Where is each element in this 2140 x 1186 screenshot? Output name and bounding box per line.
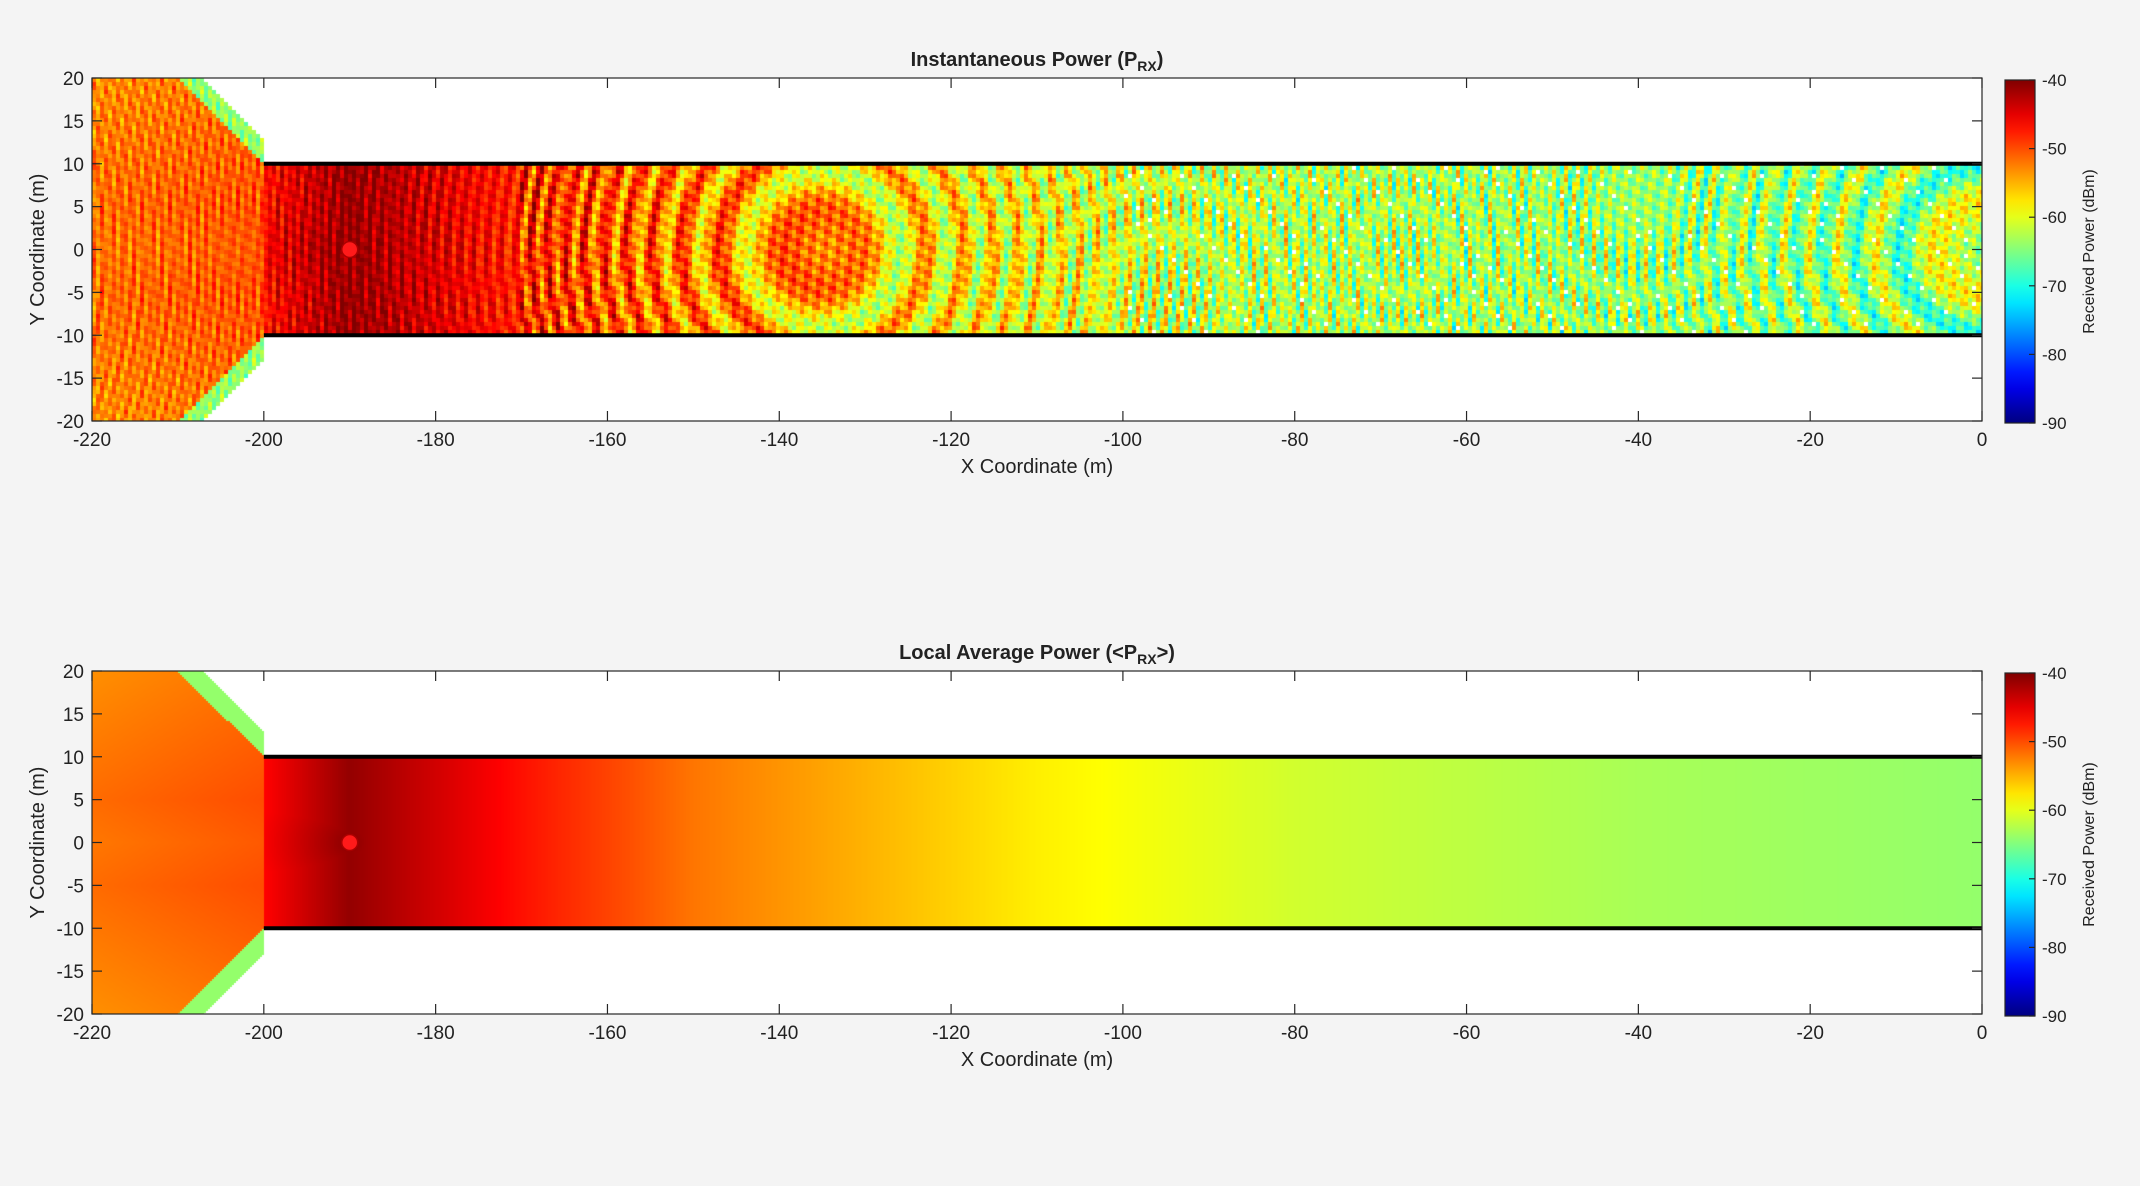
chart-title-main: Local Average Power (<P <box>899 642 1137 664</box>
x-tick-label: -20 <box>1796 1023 1823 1044</box>
colorbar-tick-label: -40 <box>2042 664 2067 683</box>
instantaneous-power-chart: -220 -200 -180 -160 -140 -120 -100 -80 -60 -40 -20… <box>27 49 2098 478</box>
y-tick-label: 15 <box>63 112 84 133</box>
y-tick-label: 5 <box>73 198 84 219</box>
x-tick-label: -20 <box>1796 430 1823 451</box>
colorbar-tick-label: -40 <box>2042 71 2067 90</box>
colorbar-tick-label: -80 <box>2042 345 2067 364</box>
x-axis-label: X Coordinate (m) <box>961 456 1113 478</box>
colorbar-label: Received Power (dBm) <box>2081 762 2098 927</box>
y-tick-label: 5 <box>73 791 84 812</box>
colorbar-label: Received Power (dBm) <box>2081 169 2098 334</box>
x-tick-label: -180 <box>417 1023 455 1044</box>
y-tick-label: 10 <box>63 155 84 176</box>
chart-title-subscript: RX <box>1137 58 1157 74</box>
local-average-power-chart: -220 -200 -180 -160 -140 -120 -100 -80 -60 -40 -20… <box>27 642 2098 1071</box>
y-tick-label: -5 <box>67 283 84 304</box>
y-tick-label: 20 <box>63 69 84 90</box>
chart-title: Instantaneous Power (PRX) <box>911 49 1164 74</box>
colorbar-tick-label: -60 <box>2042 801 2067 820</box>
x-tick-label: 0 <box>1977 430 1988 451</box>
x-tick-label: -220 <box>73 430 111 451</box>
chart-title-suffix: ) <box>1157 49 1164 71</box>
chart-title-main: Instantaneous Power (P <box>911 49 1138 71</box>
y-tick-label: -15 <box>57 369 84 390</box>
x-tick-label: 0 <box>1977 1023 1988 1044</box>
colorbar <box>2004 672 2036 1017</box>
x-tick-label: -180 <box>417 430 455 451</box>
power-heatmap <box>92 78 1982 421</box>
x-tick-label: -140 <box>760 430 798 451</box>
x-tick-label: -160 <box>588 430 626 451</box>
y-tick-label: 15 <box>63 705 84 726</box>
y-axis-label: Y Coordinate (m) <box>27 174 49 326</box>
y-tick-label: 10 <box>63 748 84 769</box>
chart-title-suffix: >) <box>1157 642 1175 664</box>
x-tick-label: -160 <box>588 1023 626 1044</box>
chart-title-subscript: RX <box>1137 651 1157 667</box>
transmitter-marker <box>340 833 359 852</box>
colorbar-tick-label: -50 <box>2042 140 2067 159</box>
y-tick-label: -10 <box>57 326 84 347</box>
colorbar-tick-label: -80 <box>2042 938 2067 957</box>
x-tick-label: -140 <box>760 1023 798 1044</box>
power-heatmap <box>92 671 1982 1014</box>
x-axis-label: X Coordinate (m) <box>961 1049 1113 1071</box>
y-tick-label: 20 <box>63 662 84 683</box>
x-tick-label: -100 <box>1104 430 1142 451</box>
y-tick-label: -20 <box>57 1005 84 1026</box>
y-tick-label: -20 <box>57 412 84 433</box>
y-tick-label: -5 <box>67 876 84 897</box>
y-tick-label: -10 <box>57 919 84 940</box>
x-tick-label: -220 <box>73 1023 111 1044</box>
y-axis-label: Y Coordinate (m) <box>27 767 49 919</box>
y-tick-label: 0 <box>73 241 84 262</box>
x-tick-label: -120 <box>932 1023 970 1044</box>
colorbar-tick-label: -70 <box>2042 277 2067 296</box>
x-tick-label: -40 <box>1625 430 1652 451</box>
x-tick-label: -120 <box>932 430 970 451</box>
y-tick-label: 0 <box>73 834 84 855</box>
x-tick-label: -60 <box>1453 1023 1480 1044</box>
x-tick-label: -200 <box>245 430 283 451</box>
x-tick-label: -80 <box>1281 1023 1308 1044</box>
colorbar-tick-label: -90 <box>2042 1007 2067 1026</box>
x-tick-label: -60 <box>1453 430 1480 451</box>
x-tick-label: -40 <box>1625 1023 1652 1044</box>
colorbar-tick-label: -70 <box>2042 870 2067 889</box>
colorbar <box>2004 79 2036 424</box>
colorbar-tick-label: -90 <box>2042 414 2067 433</box>
transmitter-marker <box>340 240 359 259</box>
y-tick-label: -15 <box>57 962 84 983</box>
colorbar-tick-label: -60 <box>2042 208 2067 227</box>
colorbar-tick-label: -50 <box>2042 733 2067 752</box>
chart-title: Local Average Power (<PRX>) <box>899 642 1175 667</box>
x-tick-label: -100 <box>1104 1023 1142 1044</box>
x-tick-label: -200 <box>245 1023 283 1044</box>
x-tick-label: -80 <box>1281 430 1308 451</box>
